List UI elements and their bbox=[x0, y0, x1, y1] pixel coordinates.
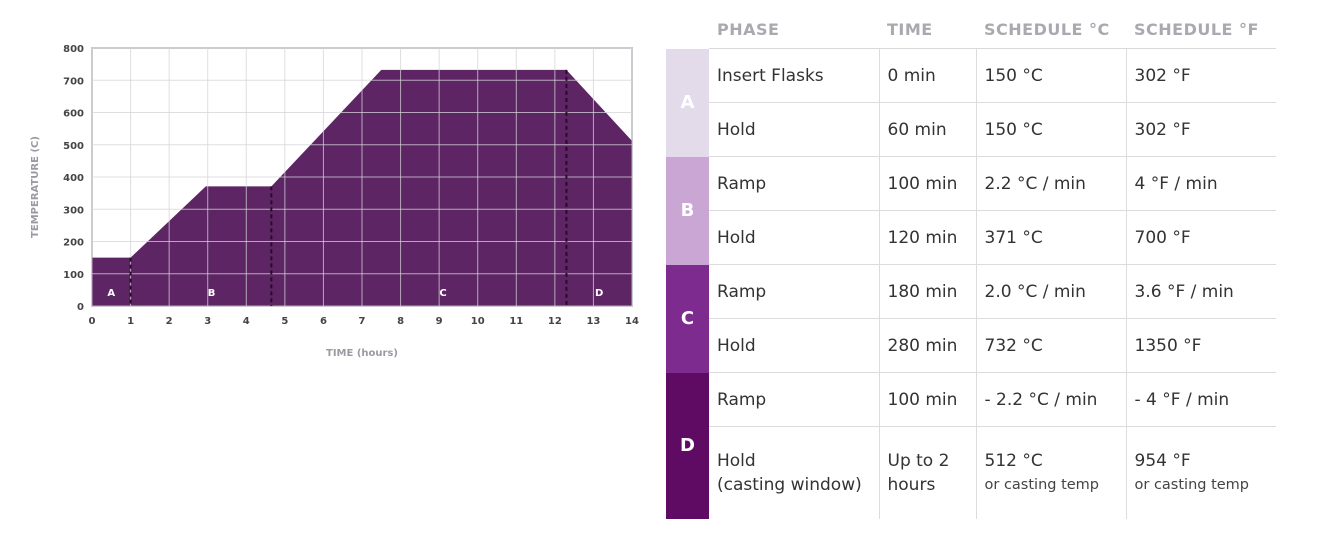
row-time: Up to 2 hours bbox=[878, 426, 976, 519]
header-phase: PHASE bbox=[709, 8, 879, 49]
y-tick-label: 600 bbox=[63, 109, 84, 120]
x-tick-label: 13 bbox=[586, 316, 600, 327]
row-schedule-f: 302 °F bbox=[1125, 48, 1276, 103]
row-phase: Hold bbox=[709, 210, 879, 265]
row-schedule-c: 732 °C bbox=[975, 318, 1126, 373]
table-row: Hold (casting window) Up to 2 hours 512 … bbox=[666, 426, 1276, 520]
row-phase: Ramp bbox=[709, 372, 879, 427]
table-header-row: PHASE TIME SCHEDULE °C SCHEDULE °F bbox=[666, 8, 1276, 49]
phase-label-c: C bbox=[439, 288, 446, 299]
table-row: Hold 60 min 150 °C 302 °F bbox=[666, 102, 1276, 157]
y-tick-label: 800 bbox=[63, 44, 84, 55]
row-phase-main: Hold bbox=[717, 451, 756, 471]
row-schedule-f: - 4 °F / min bbox=[1125, 372, 1276, 427]
row-time: 120 min bbox=[878, 210, 976, 265]
row-time-sub: hours bbox=[887, 475, 936, 495]
row-phase: Hold bbox=[709, 102, 879, 157]
row-phase-sub: (casting window) bbox=[717, 475, 862, 495]
phase-label-d: D bbox=[595, 288, 603, 299]
x-axis-title: TIME (hours) bbox=[326, 348, 398, 359]
table-row: D Ramp 100 min - 2.2 °C / min - 4 °F / m… bbox=[666, 372, 1276, 519]
row-schedule-c: 2.2 °C / min bbox=[975, 156, 1126, 211]
x-tick-label: 6 bbox=[320, 316, 327, 327]
schedule-table: PHASE TIME SCHEDULE °C SCHEDULE °F A Ins… bbox=[666, 8, 1276, 519]
row-time: 60 min bbox=[878, 102, 976, 157]
phase-d-cell: D bbox=[666, 372, 709, 519]
x-tick-label: 14 bbox=[625, 316, 639, 327]
header-schedule-f: SCHEDULE °F bbox=[1126, 8, 1276, 49]
row-phase: Ramp bbox=[709, 264, 879, 319]
y-tick-label: 700 bbox=[63, 76, 84, 87]
x-tick-label: 0 bbox=[89, 316, 96, 327]
table-row: Hold 120 min 371 °C 700 °F bbox=[666, 210, 1276, 265]
row-schedule-f: 4 °F / min bbox=[1125, 156, 1276, 211]
row-time-main: Up to 2 bbox=[887, 451, 950, 471]
y-tick-label: 0 bbox=[77, 302, 84, 313]
schedule-table-container: PHASE TIME SCHEDULE °C SCHEDULE °F A Ins… bbox=[666, 8, 1276, 519]
row-time: 100 min bbox=[878, 372, 976, 427]
x-tick-label: 12 bbox=[548, 316, 562, 327]
row-schedule-f: 954 °F or casting temp bbox=[1125, 426, 1276, 519]
y-tick-label: 400 bbox=[63, 173, 84, 184]
x-tick-label: 11 bbox=[509, 316, 523, 327]
phase-c-cell: C bbox=[666, 264, 709, 373]
row-time: 0 min bbox=[878, 48, 976, 103]
header-time: TIME bbox=[879, 8, 976, 49]
chart-svg: A B C D0 1 2 3 4 5 6 7 8 9 10 11 12 13 140100200300400500… bbox=[30, 44, 639, 359]
row-schedule-f-main: 954 °F bbox=[1134, 451, 1191, 471]
phase-a-cell: A bbox=[666, 48, 709, 157]
row-phase: Insert Flasks bbox=[709, 48, 879, 103]
y-axis-title: TEMPERATURE (C) bbox=[30, 136, 41, 238]
row-phase: Hold (casting window) bbox=[709, 427, 879, 520]
y-tick-label: 300 bbox=[63, 205, 84, 216]
row-schedule-f: 1350 °F bbox=[1125, 318, 1276, 373]
row-time: 280 min bbox=[878, 318, 976, 373]
x-tick-label: 4 bbox=[243, 316, 250, 327]
row-time: 180 min bbox=[878, 264, 976, 319]
row-schedule-c: 2.0 °C / min bbox=[975, 264, 1126, 319]
row-schedule-c-sub: or casting temp bbox=[984, 477, 1100, 493]
header-schedule-c: SCHEDULE °C bbox=[976, 8, 1126, 49]
x-tick-label: 10 bbox=[471, 316, 485, 327]
y-tick-label: 500 bbox=[63, 141, 84, 152]
row-schedule-c: 150 °C bbox=[975, 48, 1126, 103]
phase-b-cell: B bbox=[666, 156, 709, 265]
x-tick-label: 9 bbox=[436, 316, 443, 327]
table-row: Hold 280 min 732 °C 1350 °F bbox=[666, 318, 1276, 373]
row-schedule-c: 371 °C bbox=[975, 210, 1126, 265]
x-tick-label: 7 bbox=[359, 316, 366, 327]
y-tick-label: 200 bbox=[63, 238, 84, 249]
row-schedule-f: 700 °F bbox=[1125, 210, 1276, 265]
header-spacer bbox=[666, 8, 709, 49]
table-row: A Insert Flasks 0 min 150 °C 302 °F bbox=[666, 48, 1276, 157]
y-tick-label: 100 bbox=[63, 270, 84, 281]
row-schedule-f: 3.6 °F / min bbox=[1125, 264, 1276, 319]
x-tick-label: 3 bbox=[204, 316, 211, 327]
row-schedule-c: - 2.2 °C / min bbox=[975, 372, 1126, 427]
row-schedule-f: 302 °F bbox=[1125, 102, 1276, 157]
row-schedule-f-sub: or casting temp bbox=[1134, 477, 1250, 493]
phase-label-a: A bbox=[107, 288, 115, 299]
row-schedule-c: 150 °C bbox=[975, 102, 1126, 157]
x-tick-label: 1 bbox=[127, 316, 134, 327]
row-time: 100 min bbox=[878, 156, 976, 211]
row-schedule-c-main: 512 °C bbox=[984, 451, 1043, 471]
x-tick-label: 8 bbox=[397, 316, 404, 327]
row-schedule-c: 512 °C or casting temp bbox=[975, 426, 1126, 519]
x-tick-label: 2 bbox=[166, 316, 173, 327]
x-tick-label: 5 bbox=[281, 316, 288, 327]
table-row: C Ramp 180 min 2.0 °C / min 3.6 °F / min bbox=[666, 264, 1276, 373]
row-phase: Ramp bbox=[709, 156, 879, 211]
row-phase: Hold bbox=[709, 318, 879, 373]
table-row: B Ramp 100 min 2.2 °C / min 4 °F / min bbox=[666, 156, 1276, 265]
phase-label-b: B bbox=[208, 288, 216, 299]
temperature-chart: A B C D 0 1 2 3 4 5 6 7 8 9 10 11 12 13 14 0 100 200 300 400 500… bbox=[20, 38, 650, 378]
